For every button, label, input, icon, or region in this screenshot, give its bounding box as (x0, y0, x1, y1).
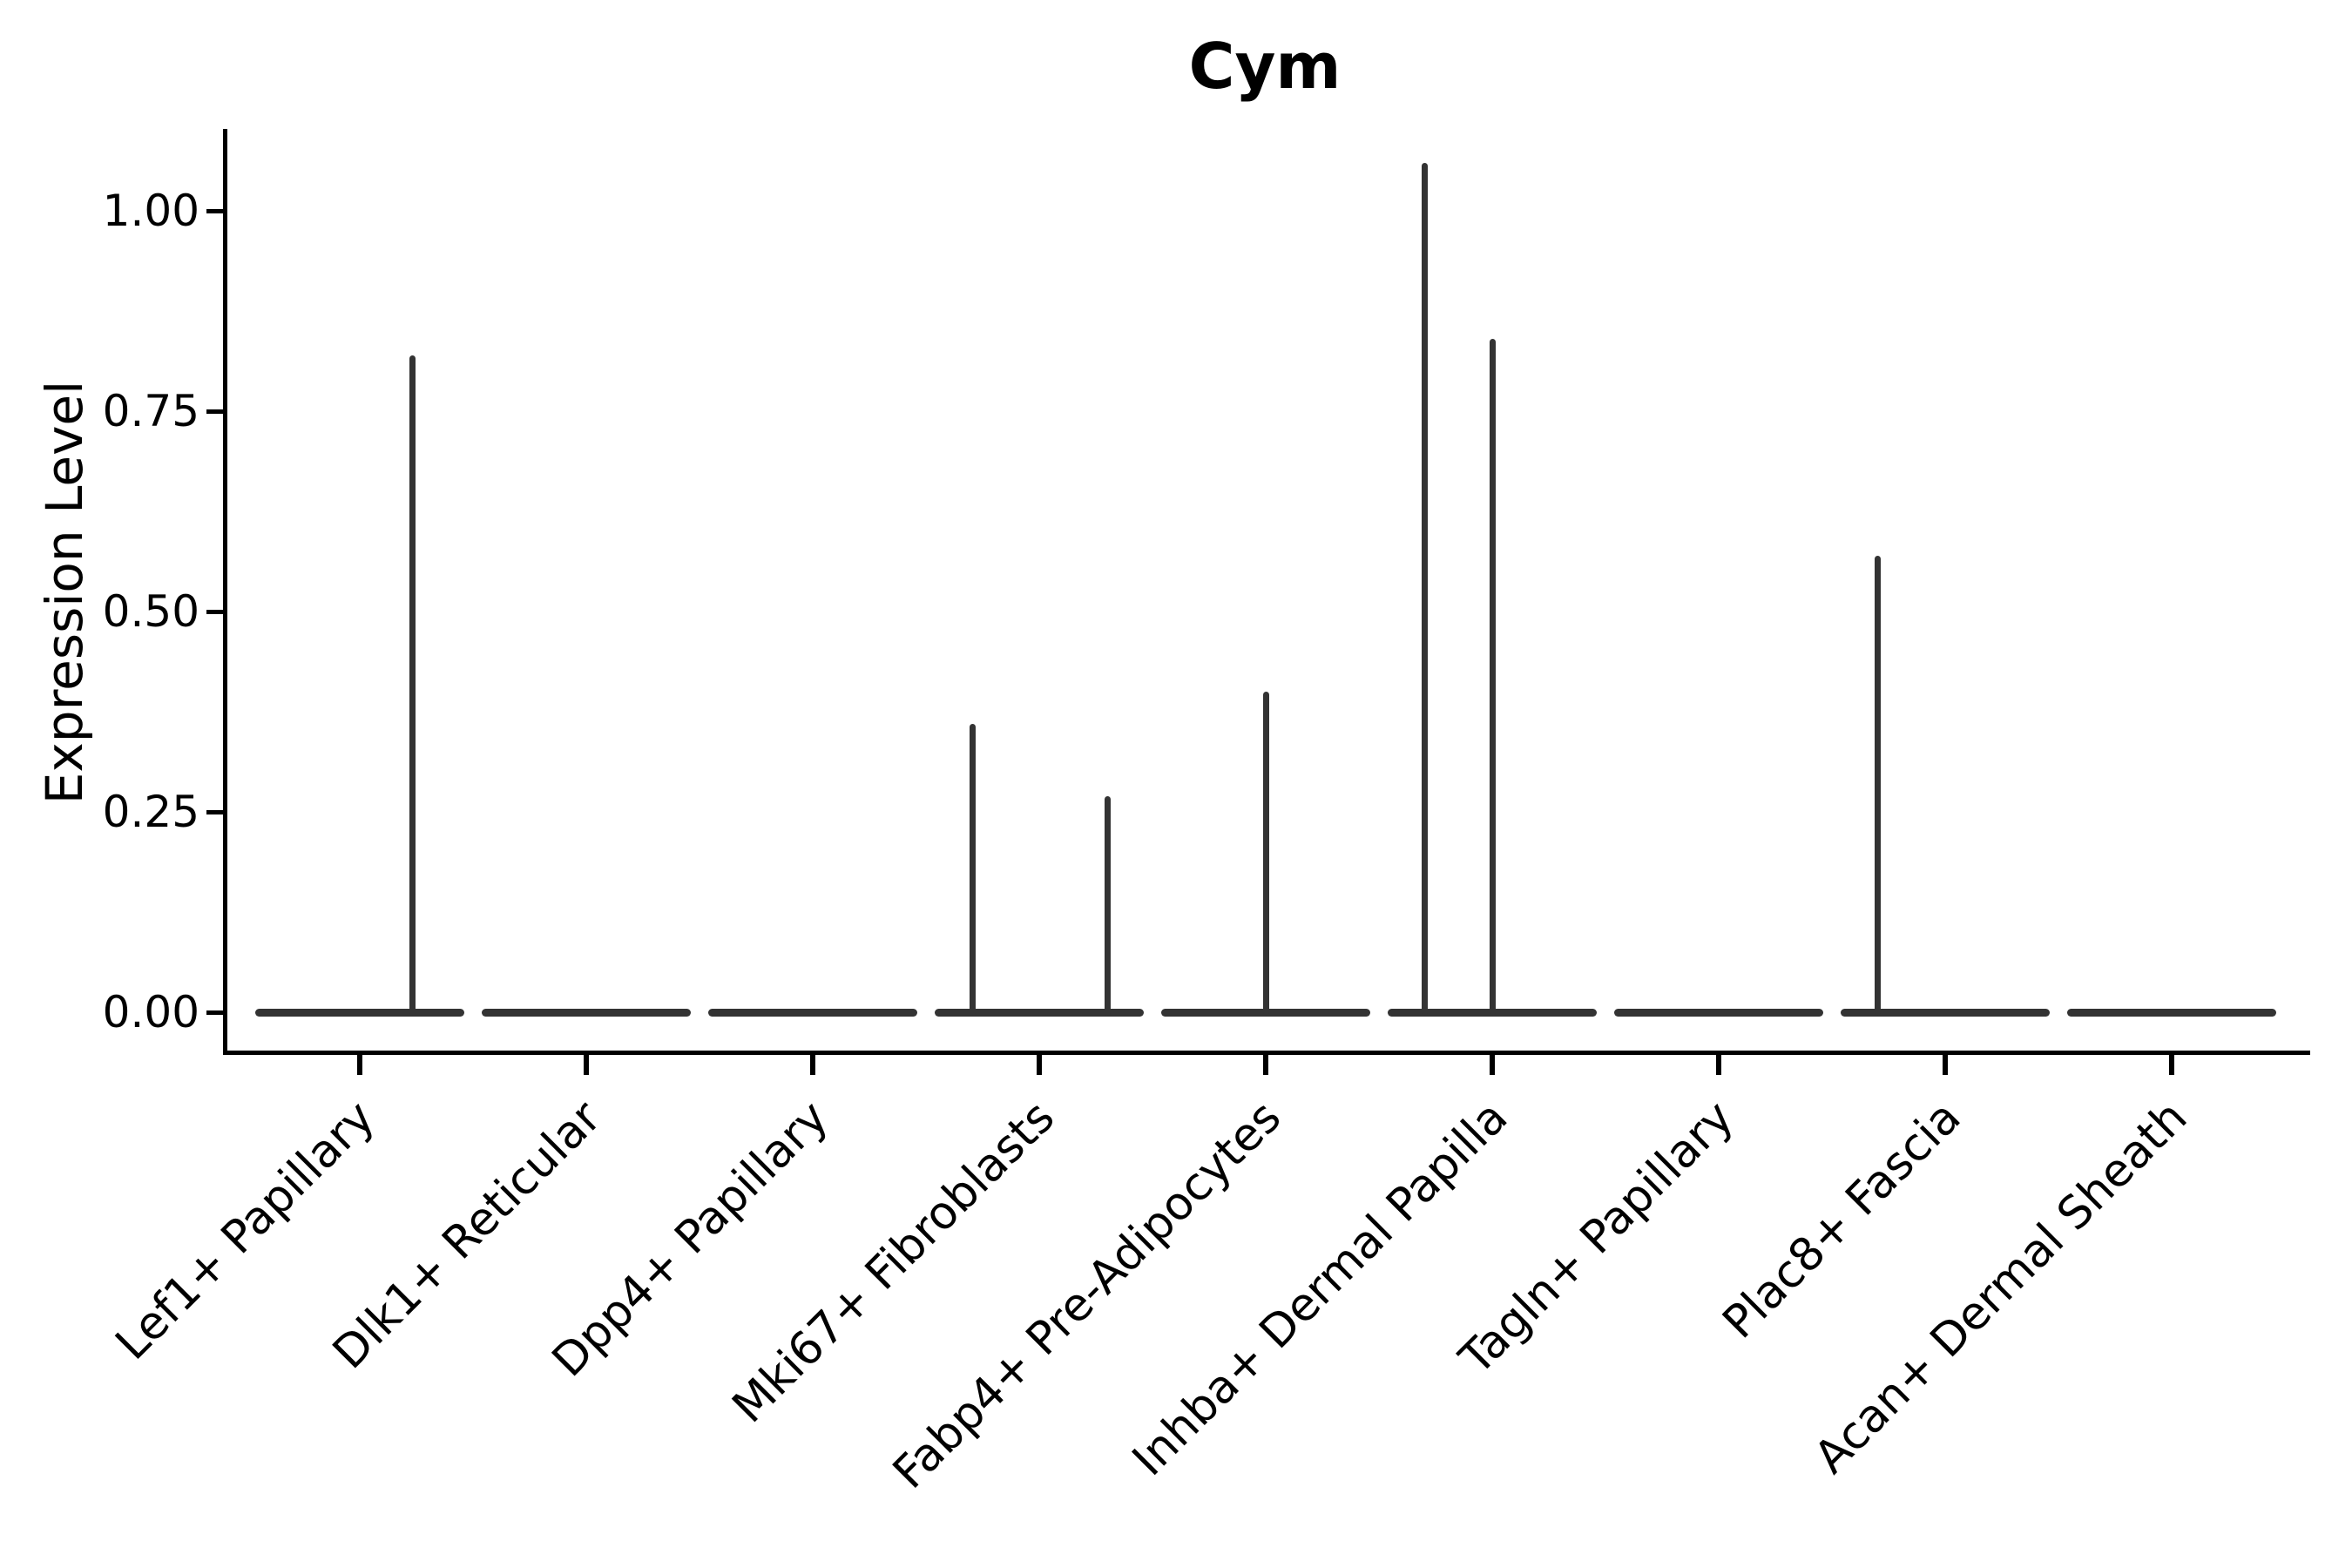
x-tick-label: Acan+ Dermal Sheath (1804, 1091, 2198, 1484)
x-tick-label: Inhba+ Dermal Papilla (1122, 1091, 1518, 1487)
x-tick-mark (1263, 1055, 1268, 1075)
violin-baseline (255, 1009, 464, 1017)
violin-baseline (1614, 1009, 1823, 1017)
y-tick-label: 0.75 (102, 386, 199, 436)
violin-spike (969, 723, 976, 1016)
violin-spike (1262, 692, 1269, 1016)
violin-baseline (935, 1009, 1144, 1017)
x-tick-mark (1716, 1055, 1721, 1075)
x-tick-mark (1490, 1055, 1495, 1075)
violin-baseline (1841, 1009, 2050, 1017)
violin-spike (409, 355, 416, 1016)
violin-spike (1421, 162, 1428, 1016)
y-tick-mark (206, 610, 223, 614)
y-tick-mark (206, 1010, 223, 1015)
y-tick-label: 1.00 (102, 186, 199, 236)
y-tick-label: 0.00 (102, 987, 199, 1037)
y-tick-label: 0.25 (102, 787, 199, 837)
y-tick-mark (206, 409, 223, 414)
violin-baseline (2067, 1009, 2276, 1017)
x-tick-mark (1037, 1055, 1042, 1075)
violin-spike (1104, 795, 1111, 1016)
violin-baseline (482, 1009, 691, 1017)
x-tick-label: Fabp4+ Pre-Adipocytes (882, 1091, 1292, 1499)
x-axis-spine (223, 1051, 2310, 1055)
chart-title: Cym (1188, 30, 1342, 103)
x-tick-mark (357, 1055, 362, 1075)
violin-baseline (708, 1009, 917, 1017)
y-tick-label: 0.50 (102, 586, 199, 637)
x-tick-mark (1943, 1055, 1948, 1075)
x-tick-mark (584, 1055, 589, 1075)
x-tick-mark (810, 1055, 815, 1075)
y-tick-mark (206, 209, 223, 213)
violin-spike (1489, 339, 1496, 1016)
y-tick-mark (206, 810, 223, 814)
x-tick-mark (2169, 1055, 2174, 1075)
x-tick-label: Plac8+ Fascia (1713, 1091, 1971, 1349)
y-axis-label: Expression Level (35, 380, 94, 805)
violin-spike (1874, 555, 1881, 1016)
y-axis-spine (223, 129, 227, 1055)
